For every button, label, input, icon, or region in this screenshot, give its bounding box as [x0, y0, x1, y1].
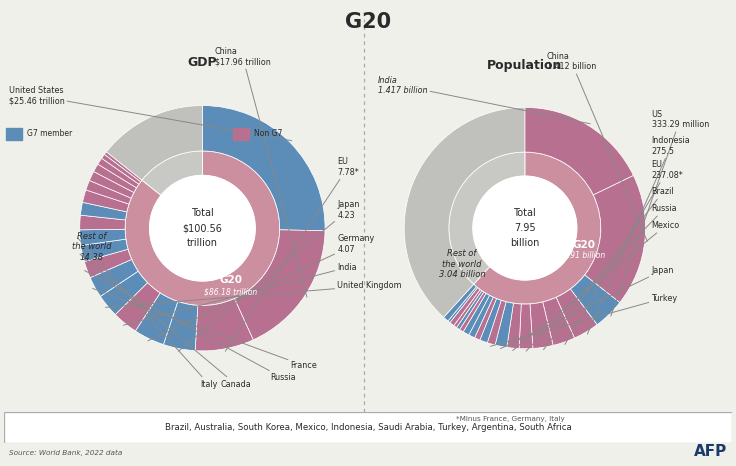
Text: India: India — [124, 263, 357, 325]
Wedge shape — [125, 151, 280, 306]
Text: Mexico: Mexico — [513, 221, 680, 350]
Wedge shape — [235, 230, 325, 340]
Text: AFP: AFP — [694, 444, 727, 459]
Wedge shape — [525, 108, 634, 195]
Text: China
1.412 billion: China 1.412 billion — [547, 52, 647, 241]
Text: Germany
4.07: Germany 4.07 — [148, 234, 375, 341]
Text: $86.18 trillion: $86.18 trillion — [204, 287, 258, 296]
Circle shape — [149, 176, 255, 281]
Wedge shape — [450, 288, 480, 326]
Text: G7 member: G7 member — [27, 129, 72, 138]
Text: G20: G20 — [573, 240, 596, 249]
Bar — [233, 128, 249, 140]
Text: 4.91 billion: 4.91 billion — [563, 252, 606, 260]
Wedge shape — [93, 164, 136, 192]
Text: *Minus France, Germany, Italy: *Minus France, Germany, Italy — [456, 416, 565, 422]
Wedge shape — [116, 282, 160, 331]
Text: Japan
4.23: Japan 4.23 — [179, 200, 360, 351]
Text: Brazil: Brazil — [543, 187, 674, 350]
Wedge shape — [474, 152, 601, 304]
Text: Russia: Russia — [85, 271, 295, 383]
Bar — [6, 128, 22, 140]
Text: US
333.29 million: US 333.29 million — [611, 110, 709, 316]
Text: United States
$25.46 trillion: United States $25.46 trillion — [9, 86, 291, 141]
Wedge shape — [454, 289, 482, 328]
Wedge shape — [105, 152, 142, 182]
Wedge shape — [82, 190, 129, 212]
FancyBboxPatch shape — [4, 412, 732, 443]
Text: Total
7.95
billion: Total 7.95 billion — [510, 208, 539, 248]
Text: Italy: Italy — [78, 238, 217, 389]
Wedge shape — [570, 275, 620, 325]
Text: Indonesia
275.5: Indonesia 275.5 — [587, 137, 690, 334]
Wedge shape — [456, 291, 484, 329]
Text: Japan: Japan — [500, 266, 674, 349]
Text: Russia: Russia — [526, 204, 677, 351]
Wedge shape — [81, 239, 128, 261]
Text: EU
237.08*: EU 237.08* — [565, 160, 683, 344]
Wedge shape — [79, 215, 126, 230]
Text: Source: World Bank, 2022 data: Source: World Bank, 2022 data — [9, 450, 122, 456]
Text: G20: G20 — [345, 12, 391, 32]
Text: Total
$100.56
trillion: Total $100.56 trillion — [183, 208, 222, 248]
Wedge shape — [469, 295, 493, 338]
Wedge shape — [530, 302, 553, 349]
Wedge shape — [444, 284, 476, 321]
Text: G20: G20 — [219, 275, 242, 285]
Wedge shape — [584, 176, 645, 302]
Text: Turkey: Turkey — [490, 294, 678, 346]
Wedge shape — [142, 151, 202, 195]
Text: France: France — [93, 288, 317, 370]
Text: China
$17.96 trillion: China $17.96 trillion — [215, 47, 307, 297]
Wedge shape — [507, 303, 521, 349]
Text: India
1.417 billion: India 1.417 billion — [378, 76, 590, 124]
Wedge shape — [79, 229, 126, 246]
Wedge shape — [89, 171, 134, 198]
Text: United Kingdom: United Kingdom — [105, 281, 402, 308]
Wedge shape — [195, 299, 253, 351]
Wedge shape — [404, 108, 525, 317]
Text: GDP: GDP — [188, 56, 217, 69]
Wedge shape — [135, 293, 178, 344]
Wedge shape — [100, 271, 147, 315]
Wedge shape — [80, 202, 127, 220]
Wedge shape — [163, 302, 198, 351]
Wedge shape — [86, 180, 131, 204]
Wedge shape — [519, 304, 533, 349]
Text: Rest of
the world
3.04 billion: Rest of the world 3.04 billion — [439, 249, 486, 279]
Wedge shape — [449, 152, 525, 284]
Wedge shape — [475, 297, 497, 340]
Text: EU
7.78*: EU 7.78* — [225, 157, 359, 351]
Wedge shape — [463, 294, 489, 335]
Wedge shape — [487, 300, 506, 345]
Circle shape — [473, 176, 577, 280]
Text: Rest of
the world
14.38: Rest of the world 14.38 — [72, 232, 112, 261]
Text: Non G7: Non G7 — [254, 129, 283, 138]
Wedge shape — [98, 158, 139, 188]
Wedge shape — [107, 106, 202, 180]
Wedge shape — [542, 297, 575, 345]
Text: Brazil, Australia, South Korea, Mexico, Indonesia, Saudi Arabia, Turkey, Argenti: Brazil, Australia, South Korea, Mexico, … — [165, 423, 571, 432]
Wedge shape — [102, 154, 141, 184]
Text: Population: Population — [487, 59, 562, 72]
Wedge shape — [90, 260, 138, 296]
Wedge shape — [448, 287, 478, 322]
Wedge shape — [495, 302, 514, 347]
Wedge shape — [202, 106, 325, 231]
Wedge shape — [480, 299, 501, 343]
Wedge shape — [459, 292, 486, 332]
Text: Canada: Canada — [80, 254, 251, 389]
Wedge shape — [85, 249, 132, 278]
Wedge shape — [556, 289, 597, 338]
